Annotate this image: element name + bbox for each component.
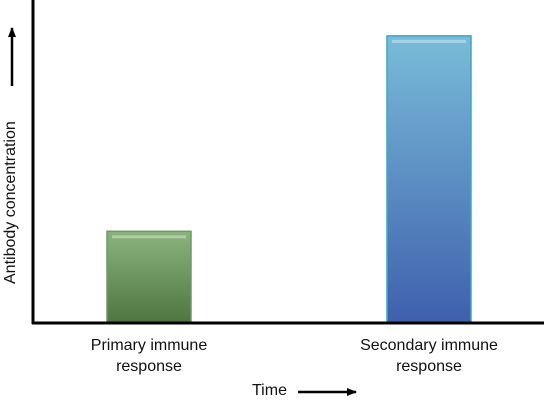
x-tick-label-secondary: Secondary immune response <box>334 335 524 377</box>
y-axis-title: Antibody concentration <box>2 121 19 284</box>
x-axis-title: Time <box>252 382 287 399</box>
x-tick-label-line: Secondary immune <box>360 337 498 354</box>
x-tick-label-line: Primary immune <box>90 337 208 354</box>
x-tick-label-line: response <box>396 358 462 375</box>
x-tick-label-primary: Primary immune response <box>54 335 244 377</box>
bars-layer <box>106 35 472 324</box>
x-tick-label-line: response <box>116 358 182 375</box>
bar-highlight <box>112 235 186 239</box>
bar-primary <box>106 230 192 324</box>
bar-secondary <box>386 35 472 324</box>
bar-highlight <box>392 39 466 43</box>
